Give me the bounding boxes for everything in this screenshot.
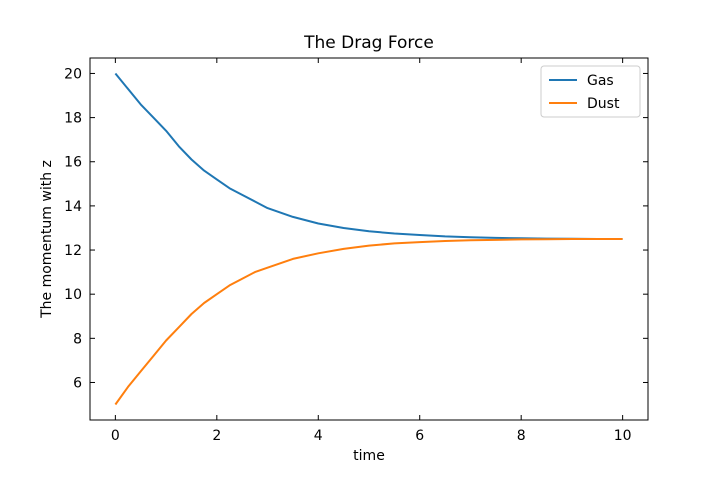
y-tick-label: 8 — [73, 331, 82, 347]
y-axis-label: The momentum with z — [39, 160, 55, 319]
y-tick-label: 18 — [64, 111, 82, 127]
x-axis-label: time — [353, 448, 385, 464]
y-tick-label: 16 — [64, 155, 82, 171]
x-tick-label: 2 — [212, 428, 221, 444]
x-tick-label: 0 — [111, 428, 120, 444]
x-tick-label: 4 — [314, 428, 323, 444]
series-line-gas — [114, 72, 623, 240]
y-tick-label: 20 — [64, 66, 82, 82]
y-tick-label: 14 — [64, 199, 82, 215]
legend-label-gas: Gas — [587, 73, 614, 89]
y-tick-label: 6 — [73, 375, 82, 391]
legend-box — [540, 65, 641, 118]
x-tick-label: 8 — [517, 428, 526, 444]
y-tick-label: 12 — [64, 243, 82, 259]
y-tick-label: 10 — [64, 287, 82, 303]
plot-area: 0 2 4 6 8 10 6 8 10 12 14 16 18 20 Gas Dust — [64, 57, 649, 444]
legend-label-dust: Dust — [587, 96, 620, 112]
chart-title: The Drag Force — [303, 33, 434, 53]
series-line-dust — [114, 238, 623, 406]
x-tick-label: 10 — [614, 428, 632, 444]
x-tick-label: 6 — [415, 428, 424, 444]
axes-frame — [89, 57, 649, 421]
